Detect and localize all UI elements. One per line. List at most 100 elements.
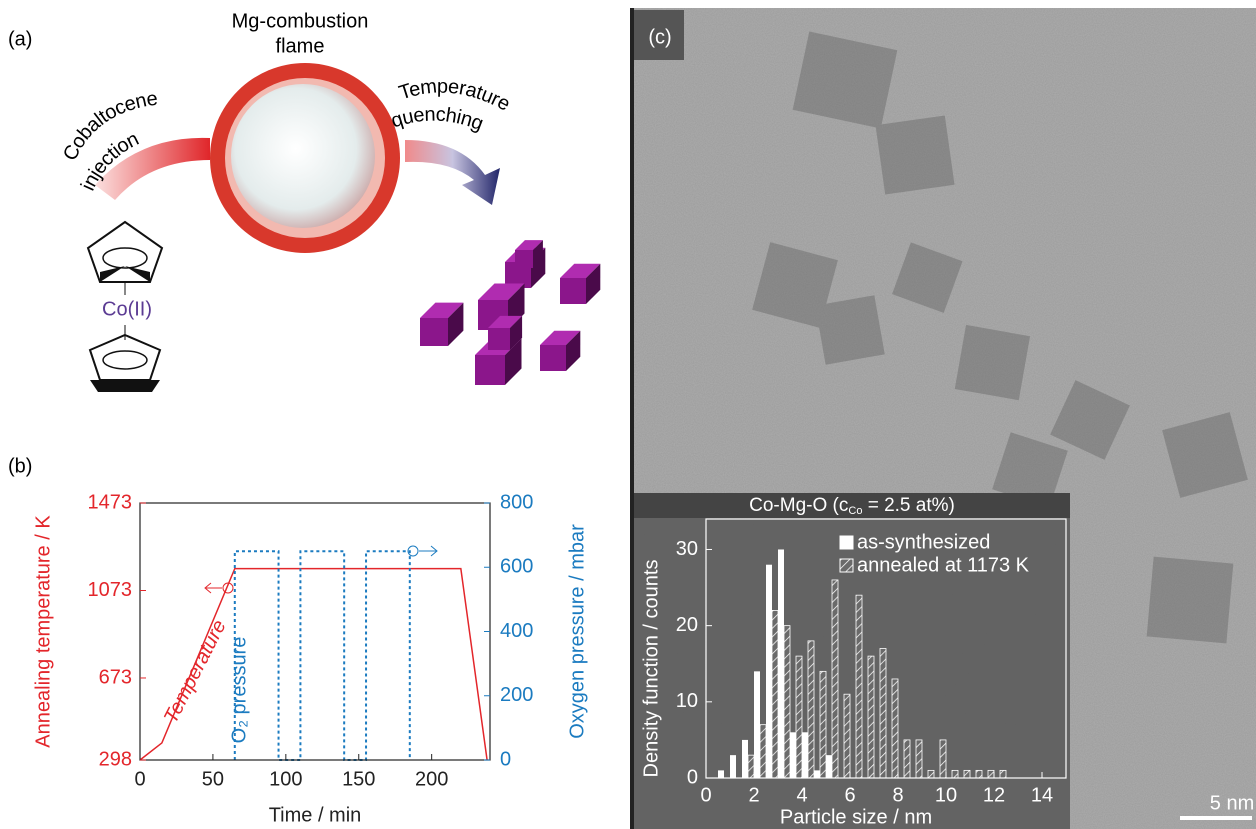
plot-frame [140,503,490,760]
y-tick-label: 1473 [88,491,133,513]
scale-label: 5 nm [1210,792,1254,814]
cp-edge [100,266,125,282]
bar [1000,770,1006,778]
flame-label: Mg-combustion [232,10,369,32]
bar [742,740,748,778]
cube-face [540,345,566,371]
cp-edge [125,266,150,282]
bar [988,770,994,778]
cp-ring [103,248,147,268]
metal-label: Co(II) [102,298,152,320]
cp-ring [103,351,147,369]
quenching-text: quenching [389,104,487,136]
bar [730,755,736,778]
panel-c: (c) 5 nm Co-Mg-O (cCo = 2.5 at%) 0 2 4 6 8 10 1… [632,8,1256,829]
x-tick-label: 2 [748,784,759,806]
bar [928,770,934,778]
bar [868,656,874,778]
cube-face [515,250,533,268]
cp-ring [88,222,162,282]
x-tick-label: 0 [700,784,711,806]
series-line [235,551,410,760]
flame-core [231,84,375,228]
bar [748,755,754,778]
y2-tick-label: 800 [500,491,533,513]
title-part: Co [848,505,862,517]
bar [772,610,778,778]
bar [964,770,970,778]
bar [802,732,808,778]
bar [766,565,772,778]
x-tick-label: 100 [269,768,302,790]
bar [856,595,862,778]
bar [826,755,832,778]
cp-edge [90,380,160,392]
chart-b: 0 50 100 150 200 298 673 1073 1473 0 200 400 600 800 T… [32,491,588,826]
cube-face [488,328,510,350]
x-axis-label: Particle size / nm [780,806,932,828]
panel-label: (a) [8,28,32,50]
panel-label: (c) [648,26,671,48]
bar [718,770,724,778]
x-tick-label: 4 [796,784,807,806]
series-annotation: O₂ pressure [228,637,250,744]
y-axis-label: Density function / counts [640,560,662,778]
cube-face [560,278,586,304]
cp-ring [90,335,160,380]
cube-face [475,355,505,385]
x-tick-label: 50 [202,768,224,790]
figure: (a) Mg-combustion flame Cobaltocene inje… [0,0,1256,829]
y-axis-label: Annealing temperature / K [32,515,54,748]
bar [754,671,760,778]
y-tick-label: 20 [676,614,698,636]
y-tick-label: 10 [676,690,698,712]
title-part: Co-Mg-O (c [749,495,848,516]
bar [940,740,946,778]
y-tick-label: 298 [99,748,132,770]
marker-arrow [419,546,437,556]
y-tick-label: 1073 [88,579,133,601]
y2-tick-label: 600 [500,556,533,578]
legend-swatch [840,559,853,572]
x-axis-label: Time / min [269,804,362,826]
bar [832,580,838,778]
bar [814,770,820,778]
quenching-label: quenching [389,104,487,136]
x-tick-label: 200 [415,768,448,790]
cube-face [420,318,448,346]
bar [760,725,766,778]
bar [820,671,826,778]
x-tick-label: 10 [935,784,957,806]
bar [778,549,784,778]
y2-tick-label: 0 [500,748,511,770]
x-tick-label: 8 [892,784,903,806]
y2-tick-label: 400 [500,620,533,642]
legend-label: annealed at 1173 K [857,554,1030,576]
quenching-arrow [405,140,500,205]
bar [844,694,850,778]
marker-arrow [205,583,222,593]
bar [904,740,910,778]
y2-axis-label: Oxygen pressure / mbar [566,524,588,739]
panel-a: (a) Mg-combustion flame Cobaltocene inje… [8,10,600,392]
legend-label: as-synthesized [857,531,990,553]
bar [790,732,796,778]
y-tick-label: 673 [99,666,132,688]
bar [952,770,958,778]
bar [892,679,898,778]
bar [880,649,886,779]
y-tick-label: 0 [687,766,698,788]
cubes [420,240,600,385]
y2-tick-label: 200 [500,684,533,706]
series-annotation: Temperature [160,616,231,726]
x-tick-label: 0 [134,768,145,790]
bar [808,641,814,778]
x-tick-label: 6 [844,784,855,806]
y-tick-label: 30 [676,538,698,560]
flame-label: flame [276,35,325,57]
bar [916,740,922,778]
title-part: = 2.5 at%) [862,495,954,516]
x-tick-label: 12 [983,784,1005,806]
panel-label: (b) [8,455,32,477]
x-tick-label: 150 [342,768,375,790]
